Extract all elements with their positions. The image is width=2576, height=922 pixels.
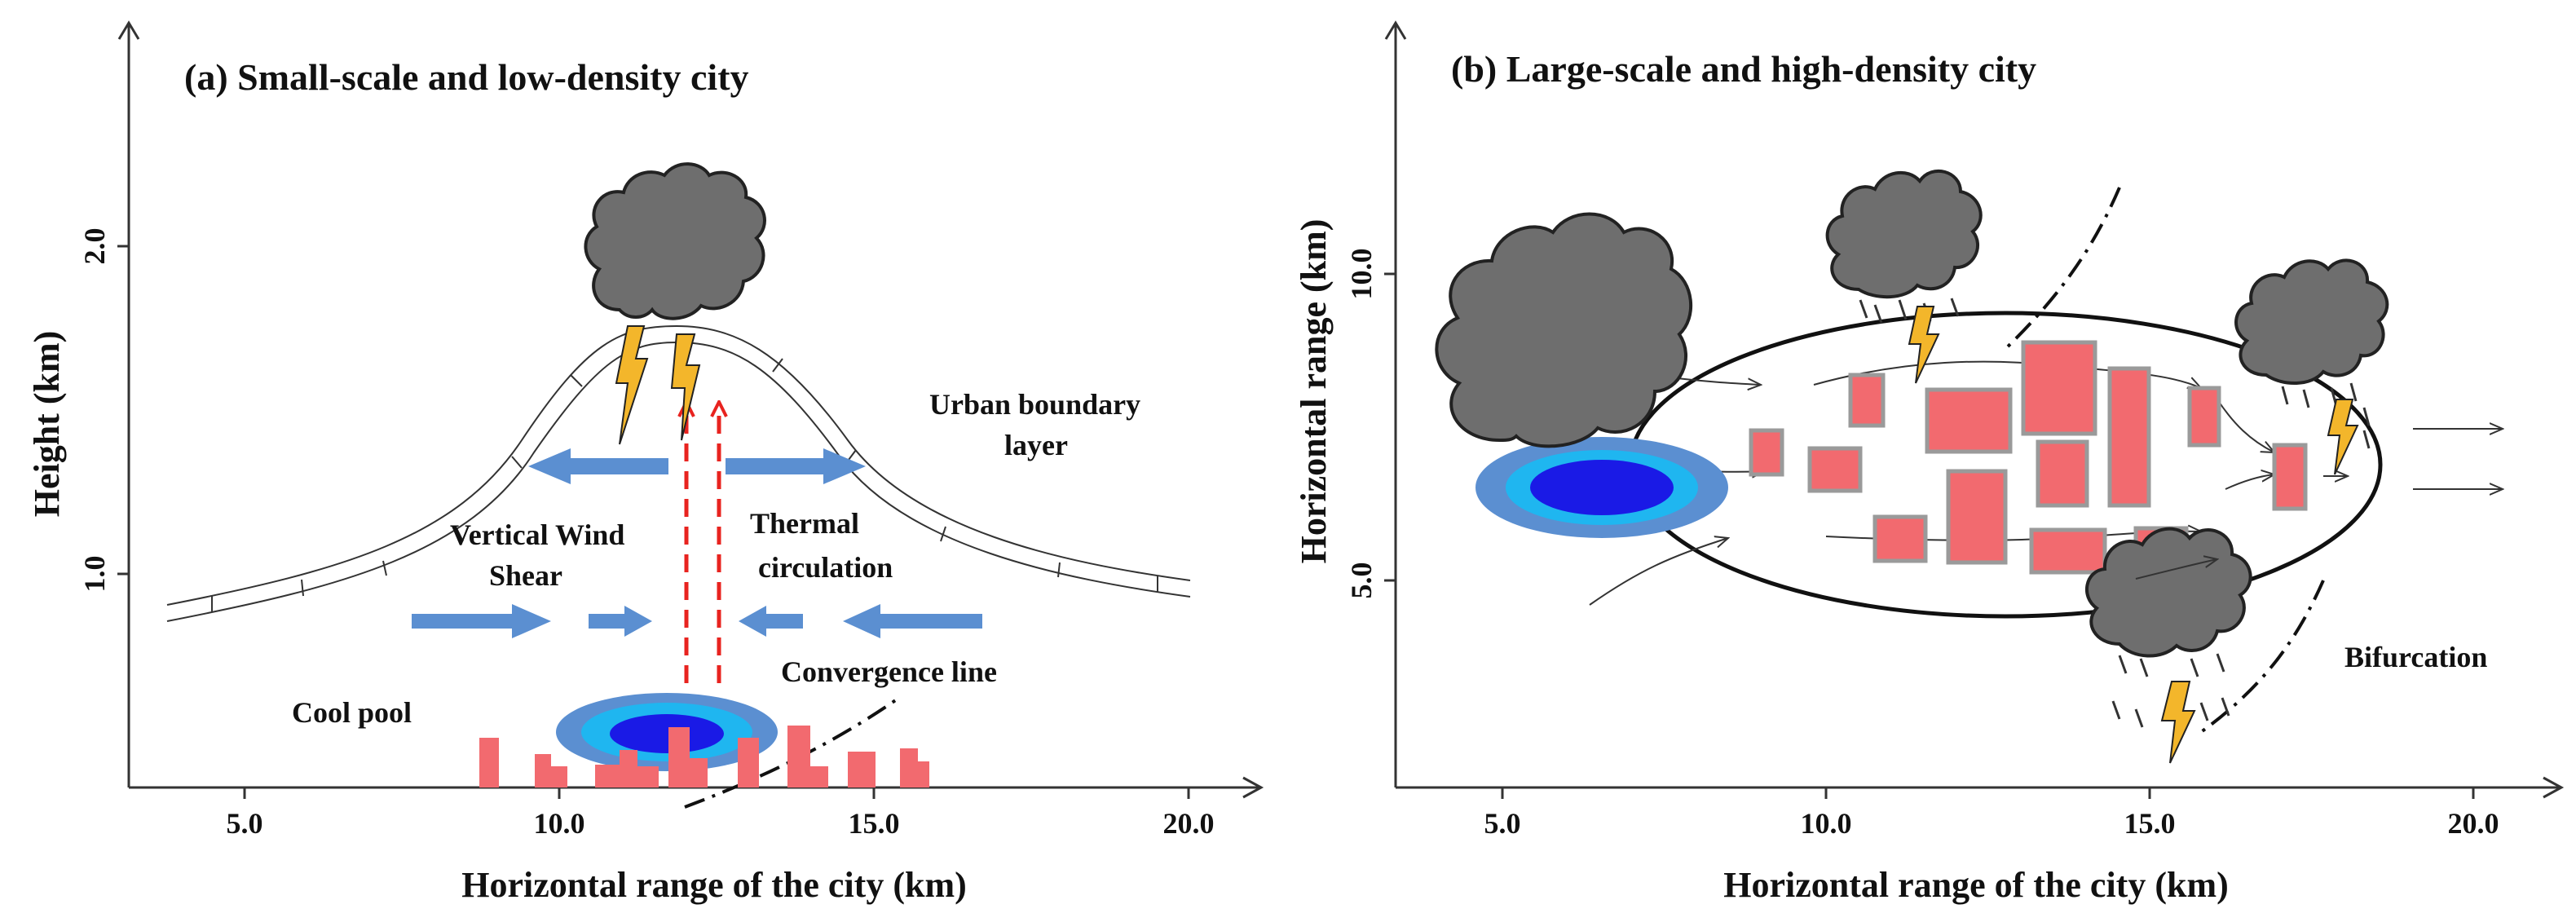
- building: [2029, 527, 2107, 575]
- panel-b-x-tick-label: 10.0: [1801, 807, 1852, 840]
- building: [1946, 469, 2008, 565]
- wind-arrow-left: [843, 604, 982, 638]
- building: [595, 765, 620, 787]
- storm-cloud: [1825, 169, 1983, 299]
- panel-a-y-label: Height (km): [27, 331, 67, 518]
- bifurcation-label: Bifurcation: [2344, 641, 2487, 673]
- wind-arrow-left: [528, 448, 668, 484]
- building: [620, 750, 637, 787]
- buildings-panel-a: [479, 726, 929, 787]
- panel-b-x-tick-label: 5.0: [1484, 807, 1521, 840]
- vertical-wind-shear-label: Shear: [489, 559, 562, 592]
- panel-a-x-tick-label: 15.0: [849, 807, 900, 840]
- urban-boundary-layer-label: Urban boundary: [929, 388, 1140, 421]
- panel-b-x-axis-arrow: [2543, 776, 2565, 799]
- bifurcation-line-upper: [2004, 187, 2121, 351]
- panel-b-x-tick-label: 20.0: [2448, 807, 2499, 840]
- building: [787, 726, 810, 787]
- urban-boundary-layer-hatching: [211, 358, 1158, 612]
- flow-arrow: [1589, 538, 1728, 606]
- storm-cloud: [2084, 527, 2252, 658]
- panel-b-x-tick-label: 15.0: [2124, 807, 2176, 840]
- wind-arrow-left: [739, 606, 803, 637]
- panel-a: 5.0 10.0 15.0 20.0 1.0 2.0 Horizontal ra…: [27, 20, 1264, 905]
- building: [810, 766, 828, 787]
- building: [738, 738, 759, 787]
- panel-a-x-tick-label: 20.0: [1163, 807, 1215, 840]
- panel-a-x-tick-label: 10.0: [534, 807, 585, 840]
- flow-arrow: [2135, 559, 2217, 580]
- wind-arrow-right: [726, 448, 866, 484]
- storm-cloud: [584, 162, 766, 320]
- building: [1749, 428, 1784, 477]
- panel-a-title: (a) Small-scale and low-density city: [184, 56, 749, 98]
- panel-a-x-label: Horizontal range of the city (km): [461, 865, 967, 905]
- building: [637, 766, 659, 787]
- vertical-wind-shear-label: Vertical Wind: [450, 518, 624, 551]
- panel-b-y-label: Horizontal range (km): [1294, 219, 1334, 564]
- flow-arrow: [2217, 399, 2274, 452]
- cool-pool-inner: [610, 714, 724, 753]
- panel-a-y-tick-label: 1.0: [78, 556, 111, 593]
- building: [1807, 446, 1863, 493]
- lightning-icon: [2160, 681, 2196, 764]
- storm-cloud: [1435, 212, 1693, 448]
- building: [918, 761, 929, 787]
- building: [900, 748, 918, 787]
- building: [690, 758, 708, 787]
- rain-streaks: [2111, 653, 2230, 728]
- lightning-icon: [2327, 399, 2359, 475]
- bifurcation-line-lower: [2199, 580, 2325, 734]
- cool-pool-label: Cool pool: [292, 696, 412, 729]
- urban-boundary-layer-label: layer: [1004, 429, 1068, 461]
- lightning-icon: [615, 325, 649, 445]
- lightning-icon: [1908, 306, 1940, 384]
- building: [551, 766, 567, 787]
- building: [2107, 366, 2151, 508]
- panel-b-y-axis-arrow: [1384, 20, 1407, 40]
- panel-b-y-tick-label: 10.0: [1345, 249, 1378, 300]
- building: [2272, 443, 2308, 511]
- storm-cloud: [2234, 258, 2389, 385]
- building: [1872, 514, 1928, 563]
- panel-a-y-axis-arrow: [117, 20, 140, 40]
- wind-arrow-right: [412, 604, 551, 638]
- panel-a-y-tick-label: 2.0: [78, 228, 111, 265]
- building: [1925, 387, 2013, 454]
- building: [1848, 373, 1886, 428]
- flow-arrow: [2225, 474, 2274, 490]
- panel-b-y-tick-label: 5.0: [1345, 562, 1378, 599]
- urban-boundary-layer-outer: [166, 324, 1191, 606]
- panel-b-x-label: Horizontal range of the city (km): [1723, 865, 2229, 905]
- cool-pool-inner: [1530, 460, 1674, 515]
- thermal-circulation-label: circulation: [758, 551, 893, 584]
- lightning-icon: [670, 333, 701, 441]
- panel-a-x-tick-label: 5.0: [227, 807, 263, 840]
- convergence-line-label: Convergence line: [781, 655, 997, 688]
- building: [535, 754, 551, 787]
- building: [848, 752, 876, 787]
- rain-streaks: [2281, 382, 2371, 449]
- building: [2187, 386, 2221, 448]
- thermal-circulation-label: Thermal: [750, 507, 859, 540]
- buildings-panel-b: [1749, 340, 2308, 575]
- panel-a-x-axis-arrow: [1242, 776, 1264, 799]
- building: [479, 738, 499, 787]
- building: [2036, 439, 2089, 508]
- panel-b: 5.0 10.0 15.0 20.0 5.0 10.0 Horizontal r…: [1294, 20, 2565, 905]
- panel-b-title: (b) Large-scale and high-density city: [1451, 48, 2036, 90]
- building: [668, 727, 690, 787]
- wind-arrow-right: [589, 606, 652, 637]
- building: [2021, 340, 2097, 436]
